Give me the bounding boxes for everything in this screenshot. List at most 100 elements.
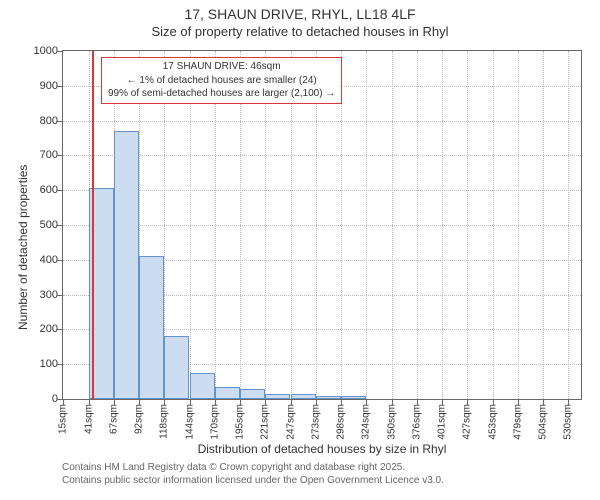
x-tick-label: 67sqm [109,404,120,434]
y-tick-mark [57,329,62,330]
x-tick-label: 195sqm [234,404,245,440]
annotation-line1: 17 SHAUN DRIVE: 46sqm [108,60,335,74]
x-tick-mark [392,400,393,405]
y-tick-label: 200 [18,323,58,335]
y-tick-label: 1000 [18,45,58,57]
histogram-bar [164,336,189,399]
gridline-v [417,51,418,399]
x-tick-label: 427sqm [462,404,473,440]
x-tick-mark [467,400,468,405]
x-tick-mark [493,400,494,405]
x-tick-mark [518,400,519,405]
y-tick-mark [57,364,62,365]
x-tick-label: 170sqm [210,404,221,440]
histogram-bar [215,387,240,399]
x-tick-label: 144sqm [184,404,195,440]
x-tick-mark [265,400,266,405]
gridline-h [63,225,581,226]
histogram-bar [291,394,316,399]
y-tick-mark [57,86,62,87]
histogram-bar [341,396,366,399]
x-tick-label: 376sqm [412,404,423,440]
footer-text: Contains HM Land Registry data © Crown c… [62,462,444,487]
gridline-v [366,51,367,399]
y-tick-mark [57,155,62,156]
chart-title-line2: Size of property relative to detached ho… [0,24,600,39]
x-tick-mark [215,400,216,405]
annotation-line3: 99% of semi-detached houses are larger (… [108,87,335,101]
plot-area: 17 SHAUN DRIVE: 46sqm ← 1% of detached h… [62,50,582,400]
x-tick-label: 530sqm [563,404,574,440]
x-tick-mark [114,400,115,405]
y-tick-label: 600 [18,184,58,196]
x-tick-label: 324sqm [361,404,372,440]
x-tick-mark [63,400,64,405]
gridline-v [467,51,468,399]
gridline-v [493,51,494,399]
y-tick-label: 900 [18,80,58,92]
chart-title-line1: 17, SHAUN DRIVE, RHYL, LL18 4LF [0,6,600,22]
x-tick-label: 273sqm [311,404,322,440]
x-tick-mark [89,400,90,405]
y-tick-mark [57,51,62,52]
y-tick-mark [57,121,62,122]
x-tick-label: 350sqm [386,404,397,440]
y-tick-mark [57,295,62,296]
y-tick-label: 400 [18,254,58,266]
x-tick-mark [164,400,165,405]
y-tick-mark [57,190,62,191]
y-tick-label: 100 [18,358,58,370]
gridline-v [568,51,569,399]
x-tick-mark [316,400,317,405]
x-tick-mark [291,400,292,405]
x-tick-mark [417,400,418,405]
x-tick-mark [442,400,443,405]
x-tick-mark [240,400,241,405]
histogram-bar [114,131,139,399]
x-tick-label: 298sqm [335,404,346,440]
x-tick-mark [568,400,569,405]
gridline-v [442,51,443,399]
gridline-v [392,51,393,399]
y-tick-mark [57,260,62,261]
property-marker-line [92,51,94,399]
x-tick-label: 221sqm [260,404,271,440]
footer-line2: Contains public sector information licen… [62,475,444,488]
histogram-bar [316,396,341,399]
y-tick-label: 300 [18,289,58,301]
x-tick-mark [190,400,191,405]
y-tick-label: 0 [18,393,58,405]
x-tick-label: 247sqm [285,404,296,440]
x-tick-mark [366,400,367,405]
y-tick-label: 800 [18,115,58,127]
x-tick-label: 92sqm [133,404,144,434]
histogram-bar [265,394,290,399]
histogram-bar [190,373,215,399]
x-tick-mark [543,400,544,405]
gridline-v [518,51,519,399]
gridline-h [63,155,581,156]
x-tick-mark [139,400,140,405]
y-tick-label: 500 [18,219,58,231]
x-tick-label: 479sqm [513,404,524,440]
y-tick-mark [57,225,62,226]
gridline-v [543,51,544,399]
x-tick-label: 453sqm [487,404,498,440]
gridline-h [63,121,581,122]
x-tick-label: 401sqm [436,404,447,440]
histogram-bar [139,256,164,399]
y-tick-label: 700 [18,149,58,161]
footer-line1: Contains HM Land Registry data © Crown c… [62,462,444,475]
x-tick-label: 15sqm [58,404,69,434]
gridline-h [63,190,581,191]
y-tick-mark [57,399,62,400]
annotation-line2: ← 1% of detached houses are smaller (24) [108,74,335,88]
x-tick-label: 41sqm [83,404,94,434]
annotation-box: 17 SHAUN DRIVE: 46sqm ← 1% of detached h… [101,57,342,104]
x-tick-label: 504sqm [537,404,548,440]
histogram-bar [240,389,265,399]
x-tick-label: 118sqm [159,404,170,439]
x-axis-label: Distribution of detached houses by size … [62,442,582,456]
x-tick-mark [341,400,342,405]
chart-container: 17, SHAUN DRIVE, RHYL, LL18 4LF Size of … [0,0,600,500]
